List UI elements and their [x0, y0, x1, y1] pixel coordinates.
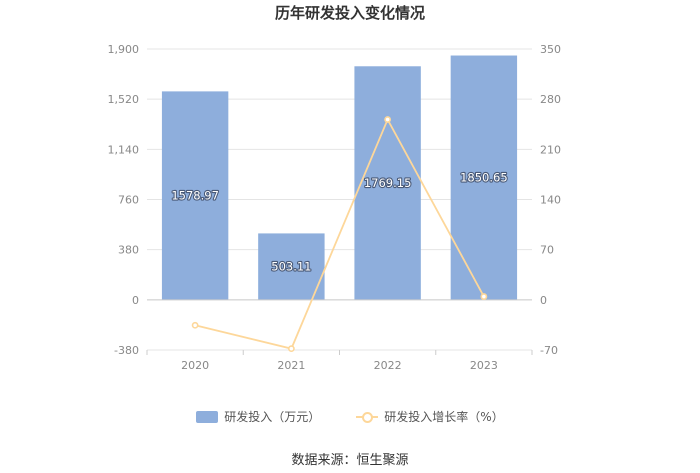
y-left-tick-label: 1,520	[108, 93, 140, 106]
bar-value-label: 503.11	[271, 260, 311, 274]
chart-canvas: -380 0 380 760 1,140 1,520 1,900 -70 0 70 140 210 28…	[108, 43, 562, 372]
y-left-tick-label: 0	[132, 294, 139, 307]
y-left-tick-label: 1,140	[108, 143, 140, 156]
x-tick-label: 2020	[181, 359, 209, 372]
legend-line-swatch	[356, 411, 379, 423]
legend-label-rd-investment: 研发投入（万元）	[224, 410, 321, 424]
chart-title: 历年研发投入变化情况	[274, 4, 425, 22]
y-left-tick-label: -380	[114, 344, 139, 357]
bar-value-label: 1850.65	[460, 171, 508, 185]
bar	[161, 91, 229, 300]
y-right-tick-label: 210	[540, 143, 561, 156]
line-point	[480, 293, 488, 300]
y-right-tick-label: 70	[540, 244, 554, 257]
legend-item-rd-investment[interactable]: 研发投入（万元）	[196, 408, 320, 425]
y-left-tick-label: 1,900	[108, 43, 140, 56]
x-tick-label: 2022	[374, 359, 402, 372]
y-right-tick-label: 0	[540, 294, 547, 307]
y-right-tick-label: -70	[540, 344, 558, 357]
y-right-tick-label: 140	[540, 194, 561, 207]
x-tick-label: 2021	[277, 359, 305, 372]
bar	[450, 55, 518, 300]
y-left-tick-label: 760	[118, 194, 139, 207]
line-point	[191, 321, 199, 329]
legend-item-growth-rate[interactable]: 研发投入增长率（%）	[356, 408, 504, 425]
y-right-tick-label: 280	[540, 93, 561, 106]
legend-bar-swatch	[196, 410, 219, 423]
legend: 研发投入（万元） 研发投入增长率（%）	[0, 408, 700, 425]
x-tick-label: 2023	[470, 359, 498, 372]
legend-label-growth-rate: 研发投入增长率（%）	[384, 410, 504, 424]
growth-rate-line	[194, 117, 485, 350]
y-right-tick-label: 350	[540, 43, 561, 56]
bar	[354, 66, 421, 300]
y-left-tick-label: 380	[118, 244, 139, 257]
line-point	[384, 116, 392, 123]
bar-value-label: 1769.15	[364, 176, 412, 190]
bar-value-label: 1578.97	[171, 189, 219, 203]
line-point	[287, 345, 295, 353]
bar	[258, 233, 325, 300]
data-source: 数据来源：恒生聚源	[291, 453, 409, 468]
